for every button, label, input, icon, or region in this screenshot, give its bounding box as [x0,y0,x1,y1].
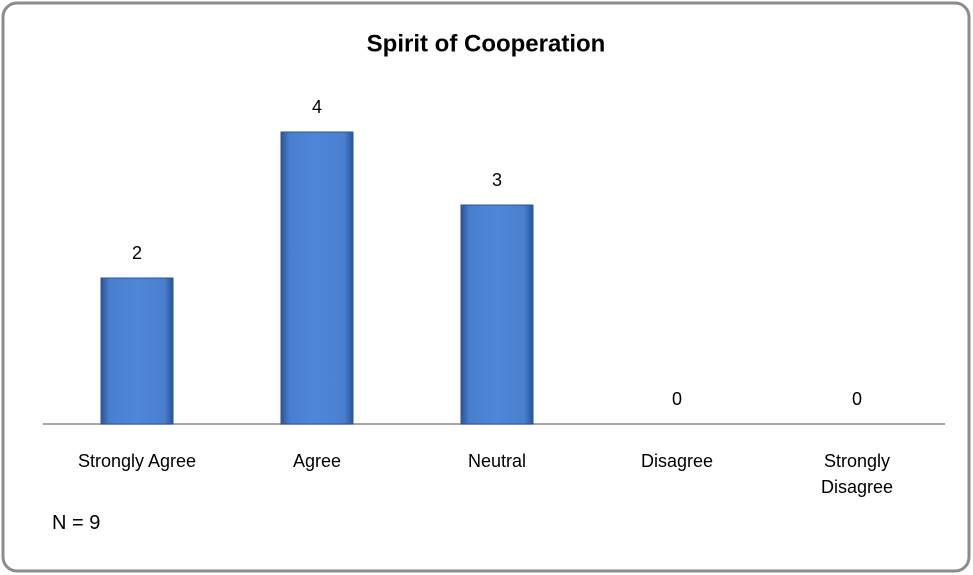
data-label: 0 [672,389,682,409]
x-tick-label: Agree [292,451,342,471]
data-label: 0 [852,389,862,409]
annotation: N = 9 [52,512,101,534]
bar [280,131,354,425]
bar [460,204,534,425]
x-tick-label: Neutral [467,451,527,471]
x-tick-label: Strongly Agree [77,451,197,471]
data-label: 3 [492,170,502,190]
data-label: 4 [312,97,322,117]
bar [100,277,174,425]
chart-title: Spirit of Cooperation [367,30,606,57]
x-tick-label: Disagree [640,451,714,471]
x-tick-label: Strongly Disagree [820,451,894,497]
data-label: 2 [132,243,142,263]
